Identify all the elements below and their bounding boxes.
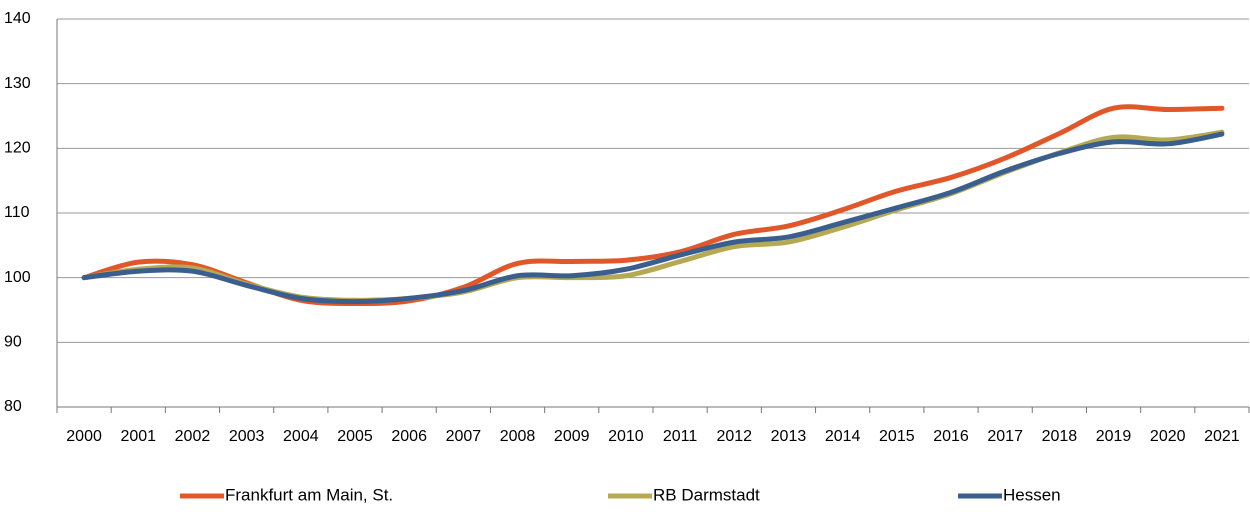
x-tick-label: 2018 <box>1042 428 1078 445</box>
x-tick-label: 2002 <box>175 428 211 445</box>
y-tick-label: 110 <box>4 204 30 221</box>
x-tick-label: 2021 <box>1204 428 1240 445</box>
x-tick-label: 2016 <box>933 428 969 445</box>
x-tick-label: 2010 <box>608 428 644 445</box>
series-line <box>81 131 1225 305</box>
x-tick-label: 2005 <box>337 428 373 445</box>
x-tick-label: 2014 <box>825 428 861 445</box>
x-tick-label: 2001 <box>120 428 156 445</box>
x-tick-label: 2011 <box>663 428 698 445</box>
x-tick-label: 2020 <box>1150 428 1186 445</box>
x-tick-label: 2013 <box>771 428 807 445</box>
legend-label: Hessen <box>1003 485 1061 504</box>
legend-label: RB Darmstadt <box>653 485 760 504</box>
y-tick-label: 90 <box>4 334 22 351</box>
x-tick-label: 2007 <box>446 428 482 445</box>
x-tick-label: 2019 <box>1096 428 1132 445</box>
x-tick-label: 2004 <box>283 428 319 445</box>
x-tick-label: 2008 <box>500 428 536 445</box>
x-tick-label: 2006 <box>391 428 427 445</box>
y-tick-label: 120 <box>4 140 31 157</box>
y-tick-label: 100 <box>4 269 31 286</box>
x-tick-label: 2000 <box>66 428 102 445</box>
legend-label: Frankfurt am Main, St. <box>225 485 393 504</box>
series-line <box>81 104 1225 307</box>
x-tick-label: 2009 <box>554 428 590 445</box>
x-tick-label: 2015 <box>879 428 915 445</box>
y-tick-label: 140 <box>4 10 31 27</box>
y-tick-label: 80 <box>4 398 22 415</box>
x-tick-label: 2012 <box>716 428 752 445</box>
y-tick-label: 130 <box>4 75 31 92</box>
x-tick-label: 2017 <box>987 428 1023 445</box>
x-tick-label: 2003 <box>229 428 265 445</box>
